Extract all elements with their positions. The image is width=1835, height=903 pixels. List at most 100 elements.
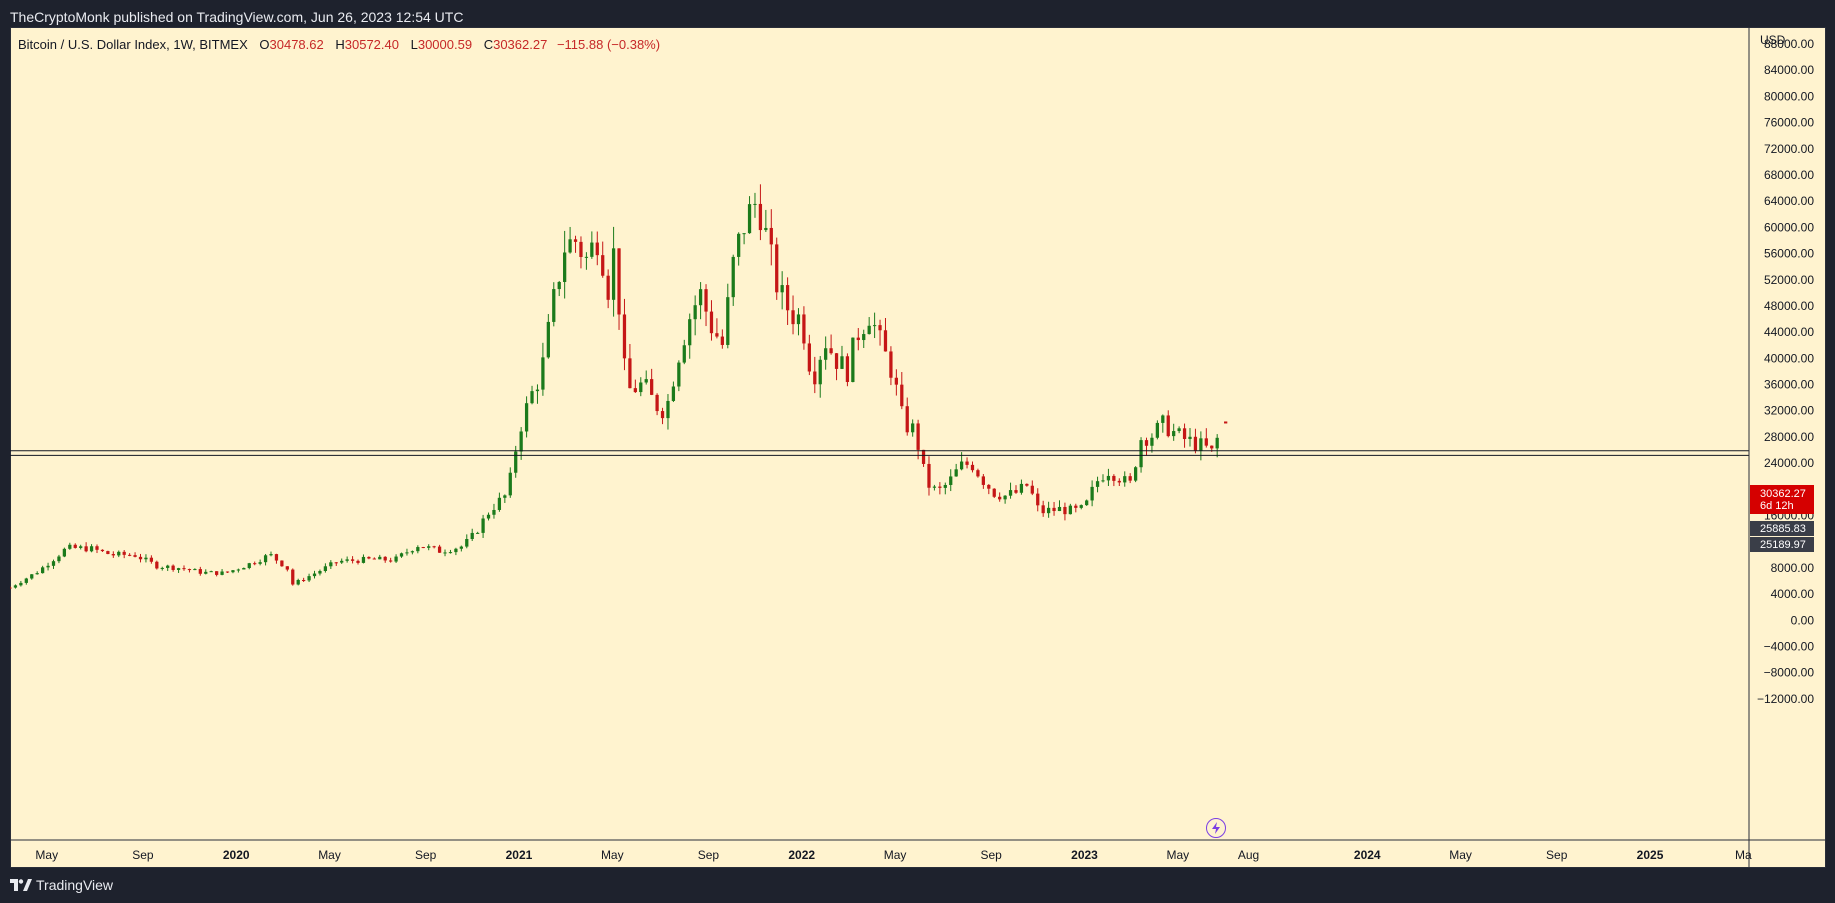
candle-body bbox=[258, 562, 262, 564]
candle-body bbox=[503, 495, 507, 498]
candle-body bbox=[1019, 483, 1024, 493]
candle-body bbox=[601, 255, 605, 276]
level1-badge-bg bbox=[1750, 521, 1814, 536]
candle-body bbox=[231, 570, 235, 573]
candle-body bbox=[345, 559, 349, 561]
candle-body bbox=[492, 509, 496, 515]
candle-body bbox=[209, 571, 213, 573]
candle-body bbox=[726, 297, 730, 345]
candle-body bbox=[35, 573, 39, 575]
candle-body bbox=[954, 469, 958, 477]
price-tick-label: 56000.00 bbox=[1764, 247, 1814, 261]
candle-body bbox=[704, 289, 708, 312]
candle-body bbox=[242, 568, 246, 570]
candle-body bbox=[1036, 493, 1040, 506]
candle-body bbox=[633, 388, 637, 393]
candle-body bbox=[486, 514, 491, 519]
candle-body bbox=[10, 587, 12, 589]
price-axis[interactable]: 88000.00 84000.00 80000.00 76000.00 72000.00… bbox=[1757, 37, 1814, 706]
candle-body bbox=[122, 551, 126, 555]
candle-body bbox=[24, 578, 28, 583]
candle-body bbox=[459, 546, 463, 549]
symbol-title[interactable]: Bitcoin / U.S. Dollar Index, 1W, BITMEX bbox=[18, 37, 248, 52]
low-value: 30000.59 bbox=[417, 37, 473, 52]
time-tick-label: May bbox=[884, 848, 907, 862]
candle-body bbox=[867, 325, 871, 335]
candle-body bbox=[84, 546, 88, 552]
time-tick-label: Aug bbox=[1238, 848, 1259, 862]
candle-body bbox=[970, 464, 975, 471]
time-tick-label: May bbox=[318, 848, 341, 862]
candle-body bbox=[1101, 480, 1105, 482]
candle-body bbox=[389, 560, 393, 562]
time-tick-label: 2023 bbox=[1071, 848, 1098, 862]
price-tick-label: 68000.00 bbox=[1764, 168, 1814, 182]
candle-body bbox=[1166, 415, 1170, 437]
candle-body bbox=[470, 532, 474, 539]
candle-body bbox=[220, 571, 224, 575]
candle-body bbox=[568, 239, 572, 253]
time-axis[interactable]: May Sep 2020 May Sep 2021 May Sep 2022 May Sep 2023… bbox=[35, 848, 1752, 862]
price-tick-label: 76000.00 bbox=[1764, 116, 1814, 130]
low-label: L bbox=[410, 37, 418, 52]
candle-body bbox=[155, 561, 159, 569]
candle-body bbox=[176, 568, 181, 570]
candle-body bbox=[878, 325, 882, 331]
high-value: 30572.40 bbox=[344, 37, 399, 52]
flash-button[interactable] bbox=[1206, 818, 1226, 838]
horizontal-lines[interactable] bbox=[10, 450, 1749, 456]
publisher-header: TheCryptoMonk published on TradingView.c… bbox=[0, 0, 1835, 27]
candle-body bbox=[410, 551, 415, 553]
candle-body bbox=[40, 567, 45, 574]
price-chart[interactable]: 88000.00 84000.00 80000.00 76000.00 72000.00… bbox=[10, 27, 1826, 868]
candle-body bbox=[508, 472, 512, 496]
candle-body bbox=[677, 362, 681, 387]
price-tick-label: 36000.00 bbox=[1764, 378, 1814, 392]
candle-body bbox=[1074, 505, 1078, 508]
candle-body bbox=[660, 411, 665, 419]
currency-label[interactable]: USD bbox=[1760, 33, 1786, 47]
time-tick-label: Sep bbox=[132, 848, 154, 862]
candle-body bbox=[622, 314, 627, 359]
candle-body bbox=[1041, 505, 1045, 514]
price-tick-label: 4000.00 bbox=[1771, 587, 1815, 601]
candle-body bbox=[1112, 475, 1116, 481]
candle-body bbox=[106, 551, 110, 555]
price-tick-label: 44000.00 bbox=[1764, 325, 1814, 339]
candle-body bbox=[644, 379, 648, 383]
candle-body bbox=[579, 241, 583, 257]
candle-body bbox=[824, 348, 828, 360]
candle-body bbox=[552, 289, 556, 322]
footer-bar: TradingView bbox=[0, 868, 1835, 903]
tradingview-logo[interactable]: TradingView bbox=[10, 877, 113, 893]
candle-body bbox=[307, 576, 311, 581]
candle-body bbox=[280, 560, 284, 567]
high-label: H bbox=[335, 37, 345, 52]
candle-body bbox=[1117, 480, 1121, 483]
candle-body bbox=[590, 242, 594, 257]
open-value: 30478.62 bbox=[269, 37, 324, 52]
candle-body bbox=[1090, 486, 1094, 501]
candle-body bbox=[1210, 445, 1214, 449]
candle-body bbox=[383, 556, 387, 561]
candle-body bbox=[943, 484, 947, 488]
current-price-badge: 30362.27 bbox=[1760, 488, 1806, 500]
candle-body bbox=[872, 325, 877, 327]
candle-body bbox=[584, 256, 589, 258]
candle-body bbox=[563, 252, 567, 282]
candle-body bbox=[807, 343, 811, 372]
candle-body bbox=[1188, 436, 1192, 440]
candle-body bbox=[693, 305, 697, 320]
candle-body bbox=[845, 356, 850, 383]
candle-body bbox=[514, 451, 518, 473]
candle-body bbox=[1224, 421, 1228, 424]
candle-body bbox=[524, 403, 529, 432]
candle-body bbox=[758, 203, 763, 231]
candle-body bbox=[111, 554, 115, 556]
candle-body bbox=[1106, 475, 1111, 481]
candle-body bbox=[302, 579, 306, 581]
candle-body bbox=[1079, 505, 1083, 508]
candle-body bbox=[127, 554, 132, 556]
tradingview-logo-icon bbox=[10, 879, 32, 891]
time-tick-label: Sep bbox=[415, 848, 437, 862]
